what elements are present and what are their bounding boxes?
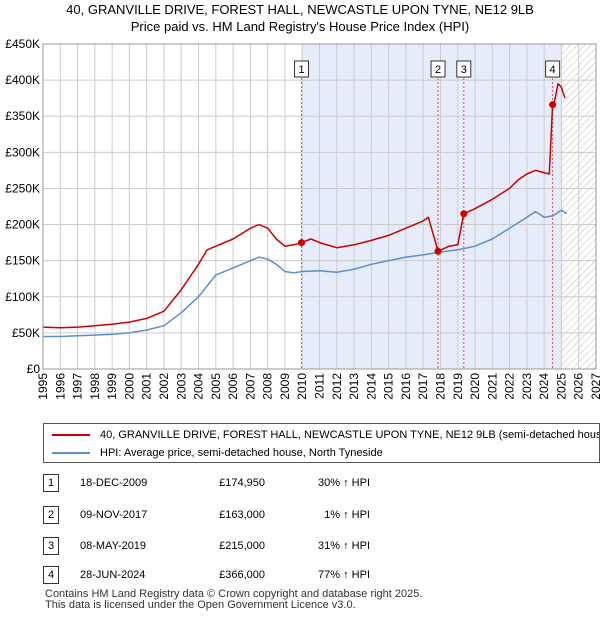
y-tick-label: £450K	[5, 37, 40, 51]
x-tick-label: 2017	[416, 373, 430, 400]
x-tick-label: 2020	[468, 373, 482, 400]
legend-label-hpi: HPI: Average price, semi-detached house,…	[100, 447, 383, 459]
transaction-hpi: 31% ↑ HPI	[318, 540, 370, 552]
transaction-date: 28-JUN-2024	[80, 569, 146, 581]
y-tick-label: £200K	[5, 218, 40, 232]
y-tick-label: £100K	[5, 290, 40, 304]
x-tick-label: 2011	[313, 373, 327, 399]
plot-border	[42, 43, 597, 370]
legend: 40, GRANVILLE DRIVE, FOREST HALL, NEWCAS…	[43, 423, 600, 463]
x-tick-label: 2013	[347, 373, 361, 400]
legend-item-price: 40, GRANVILLE DRIVE, FOREST HALL, NEWCAS…	[52, 427, 600, 443]
x-tick-label: 2021	[485, 373, 499, 400]
transaction-hpi: 77% ↑ HPI	[318, 569, 370, 581]
x-tick-label: 2002	[157, 373, 171, 400]
x-tick-label: 2026	[572, 373, 586, 400]
x-tick-label: 1995	[36, 373, 50, 400]
x-tick-label: 1998	[88, 373, 102, 400]
transaction-price: £366,000	[219, 569, 265, 581]
x-tick-label: 2009	[278, 373, 292, 400]
transaction-hpi: 30% ↑ HPI	[318, 477, 370, 489]
transaction-price: £215,000	[219, 540, 265, 552]
x-tick-label: 2025	[554, 373, 568, 400]
transaction-number: 2	[43, 506, 59, 524]
sale-marker-box	[456, 60, 472, 78]
legend-swatch-hpi	[52, 452, 90, 454]
legend-item-hpi: HPI: Average price, semi-detached house,…	[52, 445, 383, 461]
transaction-date: 18-DEC-2009	[80, 477, 148, 489]
x-tick-label: 2006	[226, 373, 240, 400]
transaction-price: £163,000	[219, 509, 265, 521]
x-tick-label: 2027	[589, 373, 600, 400]
x-tick-label: 2008	[261, 373, 275, 400]
x-tick-label: 2018	[433, 373, 447, 400]
footer-copyright: Contains HM Land Registry data © Crown c…	[45, 588, 423, 600]
y-tick-label: £150K	[5, 254, 40, 268]
sale-point	[298, 239, 306, 247]
y-tick-label: £0	[27, 362, 41, 376]
footer-license: This data is licensed under the Open Gov…	[45, 599, 356, 611]
sale-marker-box	[430, 60, 446, 78]
transaction-date: 08-MAY-2019	[80, 540, 147, 552]
y-tick-label: £50K	[12, 326, 40, 340]
x-tick-label: 2004	[192, 373, 206, 400]
footer: Contains HM Land Registry data © Crown c…	[45, 589, 422, 611]
transaction-number: 3	[43, 537, 59, 555]
hpi-line	[43, 209, 568, 338]
sale-marker-label: 4	[550, 64, 556, 76]
sale-marker-box	[294, 60, 310, 78]
sale-marker-label: 3	[461, 64, 467, 76]
x-tick-label: 2016	[399, 373, 413, 400]
legend-swatch-price	[52, 434, 90, 436]
sale-marker-label: 1	[298, 64, 304, 76]
x-tick-label: 1999	[105, 373, 119, 400]
price-chart: £0 £50K £100K £150K £200K £250K £300K £350K £400…	[5, 37, 600, 400]
x-tick-label: 2000	[122, 373, 136, 400]
table-row: 4 28-JUN-2024 £366,000 77% ↑ HPI	[0, 566, 600, 586]
x-tick-label: 2014	[364, 373, 378, 400]
transaction-hpi: 1% ↑ HPI	[324, 509, 370, 521]
x-tick-label: 2003	[174, 373, 188, 400]
sale-point	[549, 101, 557, 109]
chart-title: 40, GRANVILLE DRIVE, FOREST HALL, NEWCAS…	[66, 2, 534, 17]
transaction-number: 1	[43, 474, 59, 492]
ownership-shade	[301, 44, 562, 369]
x-tick-label: 1996	[53, 373, 67, 400]
table-row: 3 08-MAY-2019 £215,000 31% ↑ HPI	[0, 537, 600, 557]
x-tick-label: 2015	[382, 373, 396, 400]
table-row: 2 09-NOV-2017 £163,000 1% ↑ HPI	[0, 506, 600, 526]
sale-marker-label: 2	[435, 64, 441, 76]
x-tick-label: 2019	[451, 373, 465, 400]
y-tick-label: £300K	[5, 145, 40, 159]
transaction-date: 09-NOV-2017	[80, 509, 148, 521]
x-tick-label: 2024	[537, 373, 551, 400]
price-paid-line	[42, 82, 566, 329]
y-tick-label: £250K	[5, 181, 40, 195]
x-tick-label: 2023	[520, 373, 534, 400]
table-row: 1 18-DEC-2009 £174,950 30% ↑ HPI	[0, 474, 600, 494]
x-tick-label: 2005	[209, 373, 223, 400]
x-tick-label: 2012	[330, 373, 344, 400]
y-tick-label: £350K	[5, 109, 40, 123]
y-tick-label: £400K	[5, 73, 40, 87]
transaction-number: 4	[43, 566, 59, 584]
legend-label-price: 40, GRANVILLE DRIVE, FOREST HALL, NEWCAS…	[100, 429, 600, 441]
x-tick-label: 2007	[243, 373, 257, 400]
x-tick-label: 1997	[71, 373, 85, 400]
sale-point	[460, 210, 468, 218]
sale-point	[434, 247, 442, 255]
chart-subtitle: Price paid vs. HM Land Registry's House …	[130, 19, 470, 34]
x-tick-label: 2001	[140, 373, 154, 400]
x-tick-label: 2010	[295, 373, 309, 400]
transaction-price: £174,950	[219, 477, 265, 489]
x-tick-label: 2022	[503, 373, 517, 400]
sale-marker-box	[545, 60, 561, 78]
